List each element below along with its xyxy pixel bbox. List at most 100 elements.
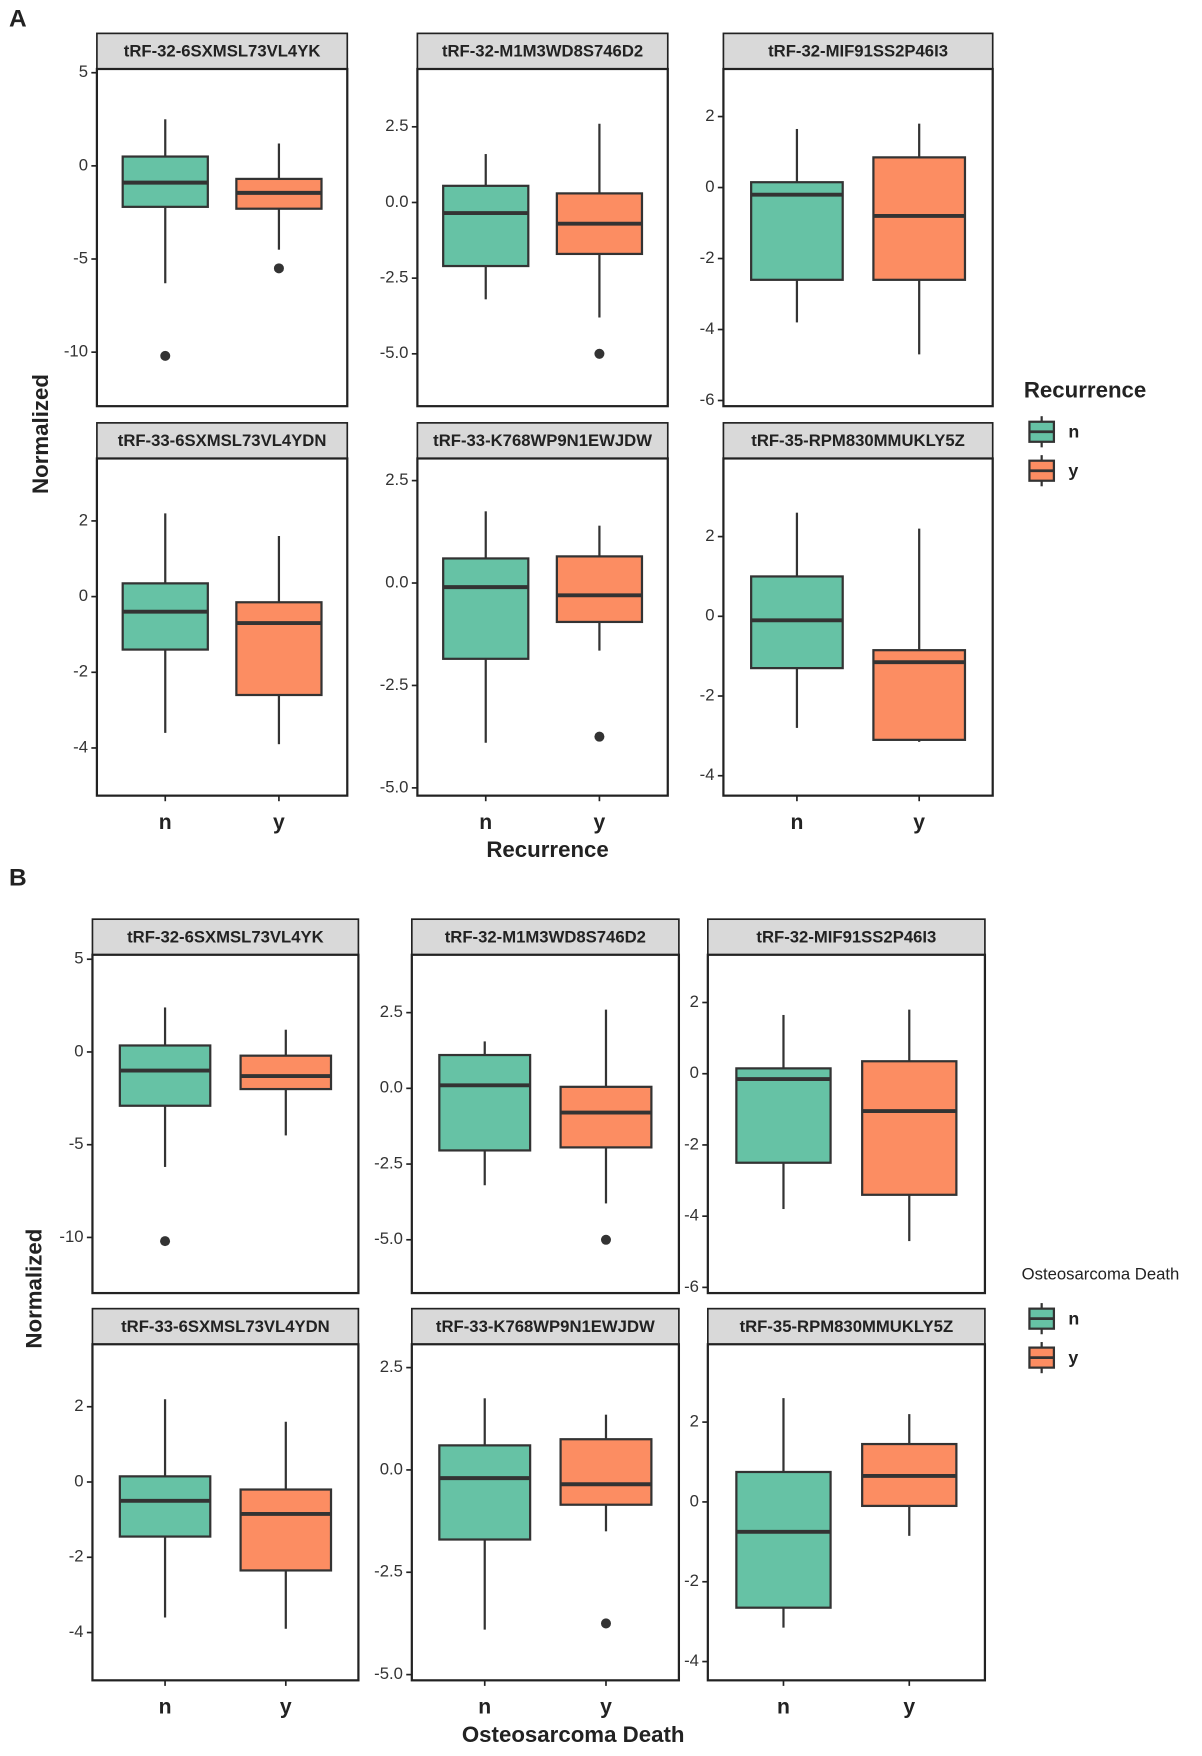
facet-title: tRF-33-K768WP9N1EWJDW xyxy=(433,431,652,450)
x-tick-label: n xyxy=(777,1696,790,1719)
x-tick-label: n xyxy=(478,1696,491,1719)
strip xyxy=(91,1307,360,1346)
y-tick-label: 0 xyxy=(690,1063,699,1082)
legend-label: n xyxy=(1068,1308,1079,1328)
y-axis-label: Normalized xyxy=(28,374,53,494)
y-tick-label: 2.5 xyxy=(385,470,408,489)
strip xyxy=(416,32,669,70)
y-tick-label: -6 xyxy=(700,390,715,409)
box xyxy=(559,1085,653,1149)
y-tick-label: -2 xyxy=(684,1571,699,1590)
y-tick-label: 2 xyxy=(79,510,88,529)
y-tick-label: 0 xyxy=(705,177,714,196)
y-tick-label: -2 xyxy=(700,685,715,704)
box xyxy=(750,181,844,281)
facet-title: tRF-33-K768WP9N1EWJDW xyxy=(436,1317,655,1336)
strip xyxy=(410,1307,680,1346)
y-tick-label: -4 xyxy=(684,1206,699,1225)
facet-title: tRF-32-MIF91SS2P46I3 xyxy=(768,42,948,61)
y-tick-label: 2.5 xyxy=(380,1002,403,1021)
legend-label: y xyxy=(1068,1347,1078,1367)
y-tick-label: -2.5 xyxy=(380,268,409,287)
box xyxy=(442,184,530,268)
facet-title: tRF-32-MIF91SS2P46I3 xyxy=(756,927,936,946)
box xyxy=(118,1475,212,1538)
x-tick-label: n xyxy=(159,1696,172,1719)
box xyxy=(239,1488,333,1572)
box xyxy=(235,601,323,697)
y-tick-label: 5 xyxy=(74,949,83,968)
y-tick-label: -2 xyxy=(700,248,715,267)
y-tick-label: -2 xyxy=(684,1134,699,1153)
legend-label: n xyxy=(1068,422,1079,442)
legend-label: y xyxy=(1068,461,1078,481)
x-axis-label: Osteosarcoma Death xyxy=(462,1722,685,1747)
y-tick-label: -5 xyxy=(73,248,88,267)
strip xyxy=(96,32,349,70)
y-tick-label: -10 xyxy=(59,1227,83,1246)
y-tick-label: -5.0 xyxy=(380,777,409,796)
outlier xyxy=(594,348,605,359)
box xyxy=(118,1044,212,1107)
outlier xyxy=(600,1618,611,1629)
y-tick-label: -5.0 xyxy=(374,1229,403,1248)
x-tick-label: y xyxy=(280,1696,292,1719)
outlier xyxy=(160,1236,171,1247)
x-axis-label: Recurrence xyxy=(486,837,608,862)
y-tick-label: 0.0 xyxy=(380,1078,403,1097)
facet-title: tRF-33-6SXMSL73VL4YDN xyxy=(118,431,327,450)
y-tick-label: -2.5 xyxy=(374,1562,403,1581)
y-tick-label: -4 xyxy=(684,1651,699,1670)
box xyxy=(750,575,844,670)
y-tick-label: -5.0 xyxy=(380,343,409,362)
x-tick-label: y xyxy=(913,811,925,834)
box xyxy=(438,1444,532,1541)
box xyxy=(735,1067,832,1164)
outlier xyxy=(600,1234,611,1245)
y-tick-label: -10 xyxy=(64,342,88,361)
outlier xyxy=(273,263,284,274)
y-tick-label: -4 xyxy=(69,1622,84,1641)
y-tick-label: -2 xyxy=(69,1547,84,1566)
box xyxy=(872,156,967,281)
facet-title: tRF-32-M1M3WD8S746D2 xyxy=(445,927,646,946)
box xyxy=(559,1438,653,1506)
y-tick-label: 0.0 xyxy=(385,572,408,591)
y-tick-label: -4 xyxy=(73,737,88,756)
y-tick-label: 5 xyxy=(79,62,88,81)
box xyxy=(121,582,209,651)
outlier xyxy=(160,350,171,361)
y-tick-label: 0 xyxy=(79,155,88,174)
box xyxy=(442,557,530,660)
strip xyxy=(722,422,994,460)
facet-title: tRF-35-RPM830MMUKLY5Z xyxy=(751,431,965,450)
outlier xyxy=(594,731,605,742)
facet-title: tRF-32-6SXMSL73VL4YK xyxy=(124,42,321,61)
y-tick-label: 2 xyxy=(74,1396,83,1415)
y-tick-label: 2.5 xyxy=(385,116,408,135)
box xyxy=(438,1053,532,1152)
y-tick-label: 2 xyxy=(690,992,699,1011)
y-tick-label: 2 xyxy=(705,106,714,125)
box xyxy=(861,1060,958,1196)
y-tick-label: -4 xyxy=(700,765,715,784)
box xyxy=(555,555,644,624)
y-tick-label: -4 xyxy=(700,319,715,338)
strip xyxy=(96,422,349,460)
y-tick-label: -5.0 xyxy=(374,1664,403,1683)
facet-title: tRF-33-6SXMSL73VL4YDN xyxy=(121,1317,330,1336)
x-tick-label: y xyxy=(903,1696,915,1719)
strip xyxy=(91,918,360,956)
y-tick-label: 2.5 xyxy=(380,1357,403,1376)
x-tick-label: y xyxy=(273,811,285,834)
y-axis-label: Normalized xyxy=(22,1229,47,1349)
legend-title: Recurrence xyxy=(1024,378,1146,403)
y-tick-label: -6 xyxy=(684,1277,699,1296)
plot-panel xyxy=(91,953,360,1295)
y-tick-label: 0 xyxy=(79,586,88,605)
panel-label: A xyxy=(9,5,27,32)
y-tick-label: -5 xyxy=(69,1134,84,1153)
y-tick-label: 0 xyxy=(74,1041,83,1060)
y-tick-label: 0.0 xyxy=(385,192,408,211)
box xyxy=(872,649,967,741)
